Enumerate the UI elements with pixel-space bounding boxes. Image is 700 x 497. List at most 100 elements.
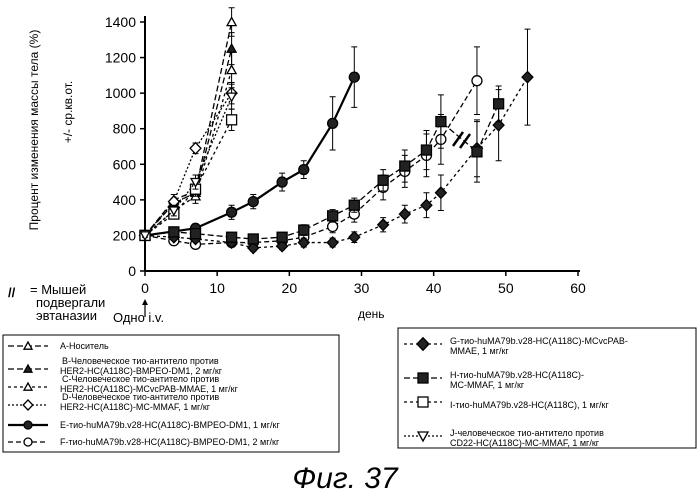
legend-label: MMAE, 1 мг/кг — [450, 346, 509, 356]
data-point — [326, 220, 339, 233]
data-point — [139, 231, 151, 242]
x-tick-label: 50 — [498, 280, 514, 296]
legend-marker — [22, 399, 34, 411]
series-1 — [139, 32, 238, 240]
data-point — [225, 16, 238, 27]
legend-label: A-Носитель — [60, 341, 109, 351]
data-point — [298, 163, 310, 176]
y-tick-label: 1400 — [105, 14, 136, 30]
data-point — [298, 224, 310, 236]
data-point — [348, 199, 360, 211]
euthanized-label-3: эвтаназии — [36, 308, 97, 323]
legend-label: I-тио-huMA79b.v28-HC(A118C), 1 мг/кг — [450, 400, 609, 410]
y-tick-label: 800 — [113, 121, 137, 137]
legend-entry: J-человеческое тио-антитело противCD22-H… — [404, 428, 604, 448]
x-tick-label: 40 — [426, 280, 442, 296]
data-point — [434, 186, 448, 200]
data-point — [399, 160, 411, 172]
legend-label: HER2-HC(A118C)-BMPEO-DM1, 2 мг/кг — [60, 366, 223, 376]
x-tick-label: 10 — [209, 280, 225, 296]
legend-label: E-тио-huMA79b.v28-HC(A118C)-BMPEO-DM1, 1… — [60, 420, 280, 430]
y-tick-label: 0 — [128, 263, 136, 279]
x-tick-label: 60 — [570, 280, 586, 296]
legend-label: G-тио-huMA79b.v28-HC(A118C)-MCvcPAB- — [450, 336, 628, 346]
data-point — [276, 176, 288, 188]
legend-marker — [23, 437, 33, 447]
legend-marker — [417, 372, 429, 384]
data-point — [398, 207, 412, 221]
y-axis-label: Процент изменения массы тела (%) — [27, 30, 41, 231]
series-line — [144, 76, 529, 249]
data-point — [326, 117, 339, 130]
y-tick-label: 1200 — [105, 50, 136, 66]
legend: A-Носитель B-Человеческое тио-антитело пр… — [2, 327, 697, 453]
data-point — [492, 98, 505, 110]
data-point — [189, 141, 202, 155]
series-line — [144, 69, 233, 236]
legend-label: H-тио-huMA79b.v28-HC(A118C)- — [450, 370, 584, 380]
data-point — [225, 231, 238, 243]
chart-marks — [138, 7, 534, 255]
legend-entry: D-Человеческое тио-антитело противHER2-H… — [8, 392, 219, 412]
data-point — [275, 239, 289, 253]
legend-label: HER2-HC(A118C)-MCvcPAB-MMAE, 1 мг/кг — [60, 384, 239, 394]
legend-label: D-Человеческое тио-антитело против — [62, 392, 219, 402]
euthanized-marker — [451, 131, 472, 149]
data-point — [246, 241, 260, 255]
y-tick-label: 400 — [113, 192, 137, 208]
legend-marker — [22, 381, 34, 391]
series-8 — [139, 108, 238, 242]
legend-label: C-Человеческое тио-антитело против — [62, 374, 219, 384]
figure-caption: Фиг. 37 — [292, 462, 399, 495]
legend-label: J-человеческое тио-антитело против — [450, 428, 604, 438]
dose-arrowhead — [142, 299, 148, 305]
data-point — [276, 231, 288, 243]
y-tick-label: 200 — [113, 227, 137, 243]
y-tick-label: 1000 — [105, 85, 136, 101]
data-point — [348, 71, 360, 83]
y-axis-label-secondary: +/- ср.кв.от. — [61, 81, 75, 144]
dose-annotation: Одно i.v. — [113, 310, 164, 325]
data-point — [492, 118, 505, 132]
legend-box-left — [2, 334, 340, 453]
legend-marker — [416, 336, 430, 352]
data-point — [420, 144, 433, 156]
series-line — [144, 92, 233, 236]
data-point — [521, 70, 534, 84]
legend-marker — [22, 340, 34, 350]
data-point — [471, 75, 483, 87]
data-point — [420, 198, 433, 212]
legend-marker — [22, 363, 34, 373]
data-point — [471, 146, 483, 158]
series-line — [144, 48, 233, 236]
data-point — [347, 230, 361, 244]
legend-marker — [417, 396, 429, 408]
data-point — [225, 114, 238, 126]
series-2 — [139, 51, 238, 240]
legend-label: CD22-HC(A118C)-MC-MMAF, 1 мг/кг — [450, 438, 600, 448]
series-line — [144, 76, 356, 237]
series-7 — [139, 85, 505, 245]
legend-entry: A-Носитель — [8, 340, 109, 351]
legend-label: B-Человеческое тио-антитело против — [62, 356, 219, 366]
legend-entry: E-тио-huMA79b.v28-HC(A118C)-BMPEO-DM1, 1… — [8, 420, 280, 430]
data-point — [225, 206, 238, 218]
data-point — [297, 235, 311, 250]
legend-entry: B-Человеческое тио-антитело противHER2-H… — [8, 356, 223, 376]
series-0 — [139, 7, 238, 240]
data-point — [247, 195, 259, 208]
legend-entry: G-тио-huMA79b.v28-HC(A118C)-MCvcPAB-MMAE… — [404, 336, 628, 356]
legend-box-right — [397, 327, 697, 449]
legend-marker — [23, 420, 33, 430]
data-point — [189, 227, 202, 240]
legend-label: MC-MMAF, 1 мг/кг — [450, 380, 525, 390]
x-axis-label: день — [358, 307, 385, 321]
data-point — [376, 218, 390, 232]
data-point — [247, 233, 259, 245]
data-point — [326, 210, 339, 222]
data-point — [225, 64, 238, 75]
x-tick-label: 30 — [354, 280, 370, 296]
data-point — [435, 115, 447, 128]
